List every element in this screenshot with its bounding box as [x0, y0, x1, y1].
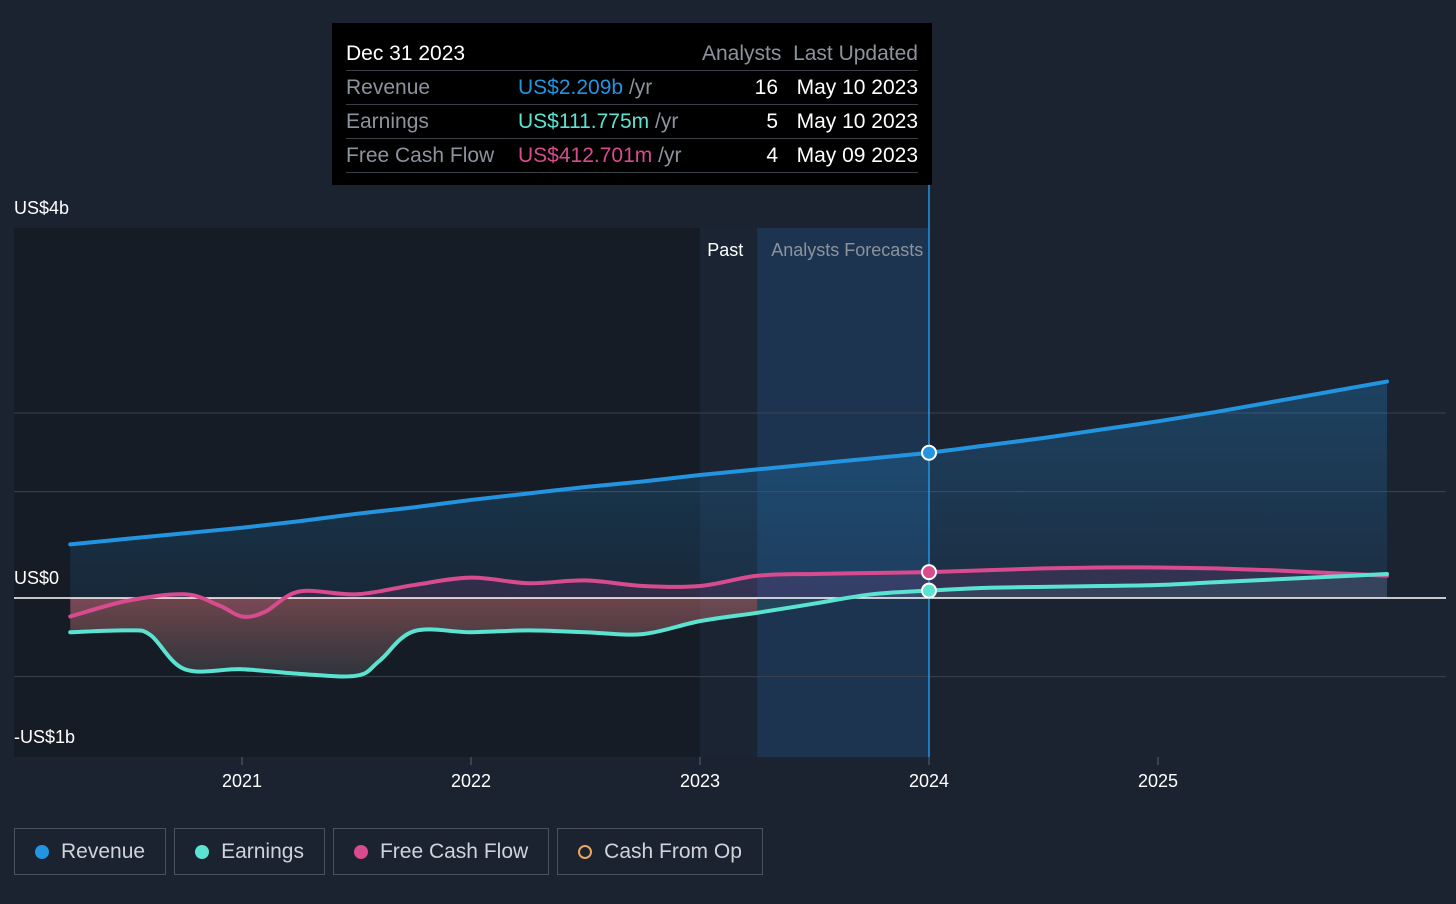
past-label: Past	[707, 240, 743, 260]
legend-dot-icon	[35, 844, 49, 859]
legend-label: Cash From Op	[604, 839, 742, 863]
revenue-line	[68, 379, 1389, 547]
tooltip-analysts: 4	[766, 143, 778, 167]
tooltip-value: US$2.209b	[518, 75, 624, 99]
legend-dot-icon	[195, 844, 210, 859]
legend-cash-from-op-button[interactable]: Cash From Op	[557, 828, 763, 875]
tooltip-label: Free Cash Flow	[346, 143, 495, 167]
x-tick-label: 2025	[1138, 771, 1178, 791]
x-tick-label: 2024	[909, 771, 949, 791]
x-tick-label: 2023	[680, 771, 720, 791]
legend-label: Earnings	[221, 839, 304, 863]
tooltip-updated: May 09 2023	[796, 143, 918, 167]
legend-dot-icon	[353, 844, 368, 859]
earnings-area	[70, 573, 1387, 677]
tooltip-updated: May 10 2023	[796, 75, 918, 99]
tooltip-unit: /yr	[628, 75, 653, 99]
y-tick-label: US$4b	[14, 198, 69, 218]
legend-ring-icon	[578, 844, 593, 859]
tooltip-row-revenue: Revenue US$2.209b /yr 16 May 10 2023	[346, 71, 918, 105]
tooltip-header: Dec 31 2023 Analysts Last Updated	[346, 37, 918, 71]
legend-label: Free Cash Flow	[379, 839, 529, 863]
chart: US$4b US$0 -US$1b 2021 2022 2023 2024 2025 Past A…	[14, 185, 1446, 791]
marker-revenue	[921, 444, 937, 461]
x-tick-label: 2021	[222, 771, 262, 791]
data-tooltip: Dec 31 2023 Analysts Last Updated Revenu…	[332, 23, 932, 185]
revenue-area	[70, 381, 1387, 598]
tooltip-analysts-header: Analysts	[701, 41, 782, 65]
marker-fcf	[921, 564, 937, 581]
tooltip-updated-header: Last Updated	[793, 41, 918, 65]
earnings-line	[68, 571, 1389, 679]
legend: Revenue Earnings Free Cash Flow Cash Fro…	[14, 828, 763, 875]
legend-revenue-button[interactable]: Revenue	[14, 828, 167, 875]
tooltip-unit: /yr	[654, 109, 679, 133]
forecast-label: Analysts Forecasts	[771, 240, 923, 260]
tooltip-date: Dec 31 2023	[346, 41, 466, 65]
legend-label: Revenue	[61, 839, 146, 863]
fcf-area	[70, 567, 1387, 617]
tooltip-updated: May 10 2023	[796, 109, 918, 133]
tooltip-value: US$412.701m	[518, 143, 653, 167]
marker-earnings	[921, 582, 937, 599]
tooltip-value: US$111.775m	[518, 109, 650, 133]
y-tick-label: US$0	[14, 568, 59, 588]
tooltip-analysts: 5	[766, 109, 778, 133]
tooltip-analysts: 16	[754, 75, 778, 99]
legend-fcf-button[interactable]: Free Cash Flow	[332, 828, 550, 875]
tooltip-label: Revenue	[346, 75, 431, 99]
tooltip-row-earnings: Earnings US$111.775m /yr 5 May 10 2023	[346, 105, 918, 139]
legend-earnings-button[interactable]: Earnings	[174, 828, 325, 875]
tooltip-row-fcf: Free Cash Flow US$412.701m /yr 4 May 09 …	[346, 139, 918, 173]
tooltip-unit: /yr	[658, 143, 682, 167]
tooltip-label: Earnings	[346, 109, 429, 133]
x-tick-label: 2022	[451, 771, 491, 791]
free-cash-flow-line	[68, 565, 1389, 619]
y-tick-label: -US$1b	[14, 727, 75, 747]
